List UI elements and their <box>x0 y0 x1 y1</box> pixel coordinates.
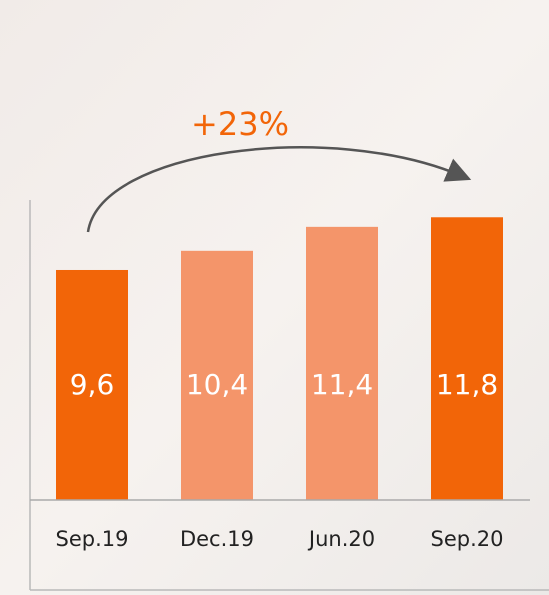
chart: +23% 9,6 Sep.19 10,4 Dec.19 11,4 Jun.20 11,8 Se… <box>0 0 549 595</box>
value-label: 10,4 <box>186 368 248 401</box>
x-tick-label: Jun.20 <box>307 527 375 551</box>
x-tick-label: Sep.20 <box>431 527 504 551</box>
value-label: 11,4 <box>311 368 373 401</box>
value-label: 9,6 <box>70 368 115 401</box>
x-tick-label: Sep.19 <box>56 527 129 551</box>
bar <box>306 227 378 500</box>
x-tick-label: Dec.19 <box>180 527 254 551</box>
value-label: 11,8 <box>436 368 498 401</box>
bar <box>431 217 503 500</box>
growth-annotation: +23% <box>191 105 289 143</box>
